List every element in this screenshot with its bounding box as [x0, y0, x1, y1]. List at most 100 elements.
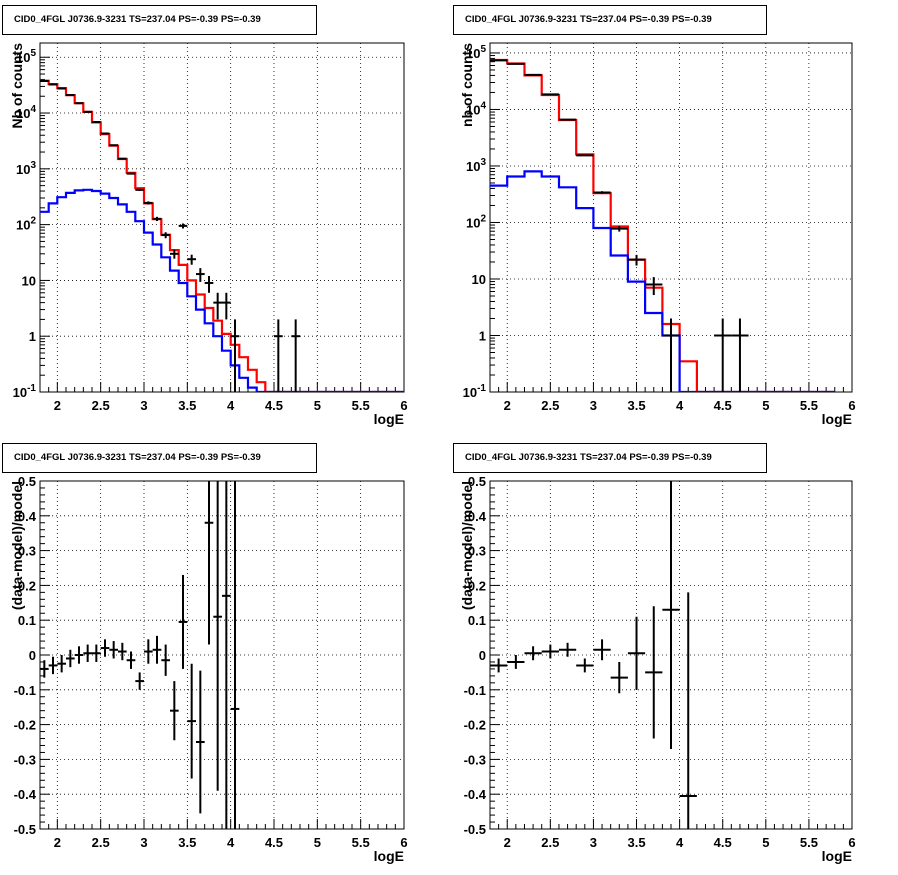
x-axis-label: logE — [374, 848, 404, 864]
data-point — [161, 232, 170, 239]
y-tick-label: 10-1 — [463, 383, 487, 400]
y-tick-label: -0.5 — [14, 822, 36, 837]
data-point — [627, 616, 646, 690]
y-tick-label: -0.4 — [14, 787, 37, 802]
data-point — [152, 216, 162, 222]
x-tick-label: 2 — [54, 835, 61, 850]
y-tick-label: -0.1 — [14, 683, 36, 698]
chart-panel-4: CID0_4FGL J0736.9-3231 TS=237.04 PS=-0.3… — [453, 443, 856, 864]
y-tick-label: 0.4 — [468, 509, 487, 524]
tick-exponent: -1 — [27, 383, 36, 394]
x-tick-label: 3 — [140, 398, 147, 413]
data-point — [196, 670, 205, 814]
x-axis-label: logE — [374, 411, 404, 427]
tick-base: 10 — [16, 162, 30, 177]
histogram-series-2 — [490, 170, 835, 392]
data-point — [48, 656, 58, 675]
data-point — [187, 663, 196, 779]
tick-base: 10 — [466, 215, 480, 230]
y-tick-label: -0.1 — [464, 683, 486, 698]
x-tick-label: 2 — [504, 398, 511, 413]
y-tick-label: 0.5 — [18, 474, 36, 489]
data-point — [679, 592, 697, 829]
x-tick-label: 3.5 — [627, 835, 645, 850]
data-point — [135, 672, 144, 690]
tick-exponent: 2 — [30, 216, 36, 227]
data-point — [714, 318, 732, 392]
data-point — [178, 223, 188, 229]
x-tick-label: 4.5 — [714, 398, 732, 413]
x-tick-label: 4.5 — [265, 835, 283, 850]
tick-base: 10 — [16, 50, 30, 65]
y-tick-label: 105 — [466, 44, 486, 61]
data-point — [627, 254, 646, 266]
title-box — [453, 5, 767, 35]
data-point — [92, 121, 101, 124]
y-tick-label: 1 — [29, 329, 36, 344]
data-point — [144, 639, 153, 664]
tick-exponent: 3 — [30, 160, 36, 171]
x-tick-label: 2 — [54, 398, 61, 413]
tick-exponent: 2 — [480, 213, 486, 224]
x-tick-label: 6 — [400, 835, 407, 850]
data-point — [541, 644, 559, 659]
data-point — [610, 225, 628, 232]
x-tick-label: 6 — [400, 398, 407, 413]
histogram-series-1 — [40, 79, 404, 392]
data-point — [610, 661, 628, 694]
data-point — [222, 481, 231, 829]
x-tick-label: 2 — [504, 835, 511, 850]
chart-title: CID0_4FGL J0736.9-3231 TS=237.04 PS=-0.3… — [465, 452, 712, 463]
plot-area — [490, 481, 697, 829]
tick-base: 10 — [466, 159, 480, 174]
x-tick-label: 3.5 — [178, 835, 196, 850]
x-tick-label: 2.5 — [92, 835, 110, 850]
x-tick-label: 4.5 — [714, 835, 732, 850]
data-point — [66, 649, 75, 668]
plot-area — [40, 481, 240, 829]
y-tick-label: 0.5 — [468, 474, 486, 489]
x-tick-label: 5 — [762, 835, 769, 850]
y-tick-label: 10 — [472, 272, 486, 287]
x-tick-label: 2.5 — [541, 398, 559, 413]
x-tick-label: 4 — [227, 398, 235, 413]
tick-exponent: 4 — [30, 104, 36, 115]
x-tick-label: 5 — [314, 835, 321, 850]
x-tick-label: 6 — [848, 398, 855, 413]
data-point — [118, 642, 127, 661]
data-point — [170, 681, 179, 741]
data-point — [230, 481, 240, 829]
data-point — [490, 658, 508, 673]
data-point — [196, 268, 205, 282]
tick-exponent: 3 — [480, 157, 486, 168]
data-point — [57, 655, 66, 673]
data-point — [558, 118, 577, 121]
data-point — [109, 641, 118, 659]
x-tick-label: 5.5 — [800, 835, 818, 850]
data-point — [731, 318, 749, 392]
y-tick-label: -0.5 — [464, 822, 486, 837]
data-point — [593, 191, 611, 194]
data-point — [187, 254, 196, 265]
y-tick-label: -0.3 — [14, 752, 36, 767]
chart-panel-2: CID0_4FGL J0736.9-3231 TS=237.04 PS=-0.3… — [453, 5, 856, 427]
x-tick-label: 4 — [227, 835, 235, 850]
chart-title: CID0_4FGL J0736.9-3231 TS=237.04 PS=-0.3… — [14, 452, 261, 463]
tick-base: 10 — [13, 385, 27, 400]
tick-exponent: 5 — [480, 44, 486, 55]
data-point — [274, 319, 283, 392]
data-point — [92, 644, 101, 662]
plot-area — [490, 58, 835, 392]
data-point — [100, 639, 110, 657]
data-point — [100, 132, 110, 135]
y-tick-label: -0.4 — [464, 787, 487, 802]
x-tick-label: 5.5 — [352, 835, 370, 850]
y-tick-label: 10 — [22, 273, 36, 288]
y-tick-label: 102 — [466, 213, 486, 230]
data-point — [645, 277, 663, 296]
data-point — [524, 646, 542, 661]
y-tick-label: 102 — [16, 216, 36, 233]
y-axis-label: (data-model)/model — [459, 481, 475, 610]
y-tick-label: 0.1 — [18, 613, 36, 628]
